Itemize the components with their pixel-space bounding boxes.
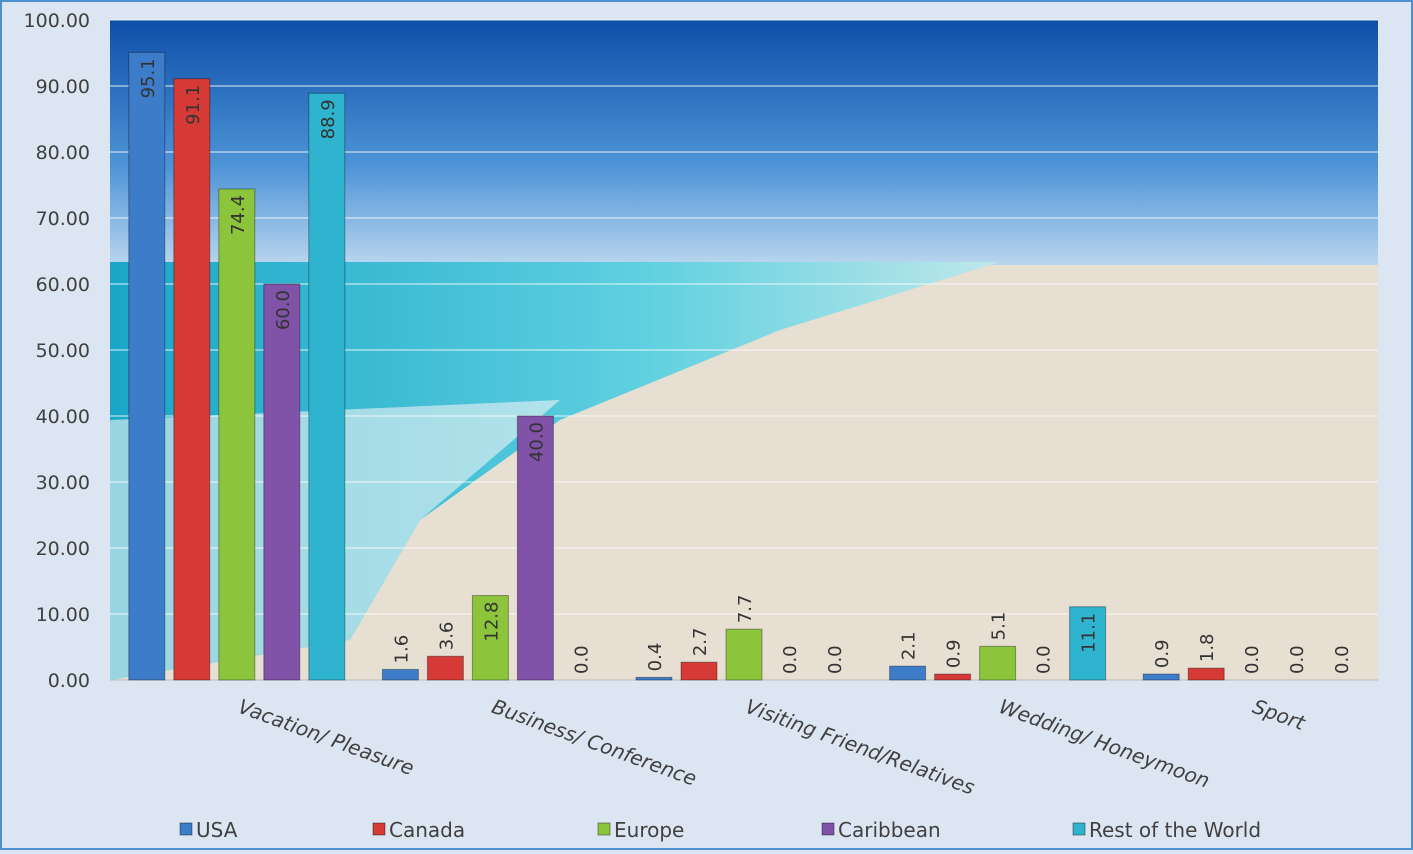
data-label: 0.0 [1242, 645, 1263, 674]
data-label: 1.8 [1197, 633, 1218, 662]
data-label: 60.0 [273, 290, 294, 330]
legend-swatch [373, 823, 385, 835]
data-label: 88.9 [318, 99, 339, 139]
y-tick-label: 80.00 [36, 142, 90, 164]
data-label: 0.9 [1152, 639, 1173, 668]
data-label: 7.7 [735, 595, 756, 624]
data-label: 3.6 [436, 622, 457, 651]
legend-swatch [180, 823, 192, 835]
bar [309, 93, 345, 680]
bar [382, 669, 418, 680]
data-label: 0.0 [1287, 645, 1308, 674]
bar [1143, 674, 1179, 680]
legend-swatch [822, 823, 834, 835]
data-label: 0.0 [1332, 645, 1353, 674]
bar [129, 52, 165, 680]
data-label: 0.0 [1034, 645, 1055, 674]
y-tick-label: 30.00 [36, 472, 90, 494]
y-tick-label: 60.00 [36, 274, 90, 296]
bar [1188, 668, 1224, 680]
data-label: 91.1 [183, 85, 204, 125]
bar [935, 674, 971, 680]
bar [174, 79, 210, 680]
bar [980, 646, 1016, 680]
data-label: 0.0 [825, 645, 846, 674]
page: {"chart_data": {"type": "bar", "categori… [0, 0, 1413, 850]
data-label: 74.4 [228, 195, 249, 235]
y-tick-label: 0.00 [48, 670, 90, 692]
bar [726, 629, 762, 680]
data-label: 0.0 [571, 645, 592, 674]
y-tick-label: 50.00 [36, 340, 90, 362]
y-tick-label: 100.00 [24, 10, 90, 32]
bar [681, 662, 717, 680]
legend-label: Canada [389, 818, 465, 842]
legend-label: USA [196, 818, 238, 842]
legend-label: Europe [614, 818, 684, 842]
chart: 0.00 10.00 20.00 30.00 40.00 50.00 60.00 70.00 8… [0, 0, 1413, 850]
data-label: 0.4 [645, 643, 666, 672]
data-label: 2.1 [899, 631, 920, 660]
data-label: 95.1 [138, 58, 159, 98]
y-tick-label: 70.00 [36, 208, 90, 230]
bar [264, 284, 300, 680]
legend-label: Caribbean [838, 818, 941, 842]
data-label: 40.0 [526, 422, 547, 462]
data-label: 0.9 [944, 639, 965, 668]
bar [427, 656, 463, 680]
y-tick-label: 10.00 [36, 604, 90, 626]
y-tick-label: 90.00 [36, 76, 90, 98]
data-label: 2.7 [690, 628, 711, 657]
bar [636, 677, 672, 680]
y-tick-label: 40.00 [36, 406, 90, 428]
legend-label: Rest of the World [1089, 818, 1261, 842]
bar [890, 666, 926, 680]
data-label: 5.1 [989, 612, 1010, 641]
data-label: 1.6 [391, 635, 412, 664]
legend-swatch [598, 823, 610, 835]
data-label: 11.1 [1079, 613, 1100, 653]
y-tick-label: 20.00 [36, 538, 90, 560]
data-label: 12.8 [481, 602, 502, 642]
legend-swatch [1073, 823, 1085, 835]
bar [219, 189, 255, 680]
data-label: 0.0 [780, 645, 801, 674]
